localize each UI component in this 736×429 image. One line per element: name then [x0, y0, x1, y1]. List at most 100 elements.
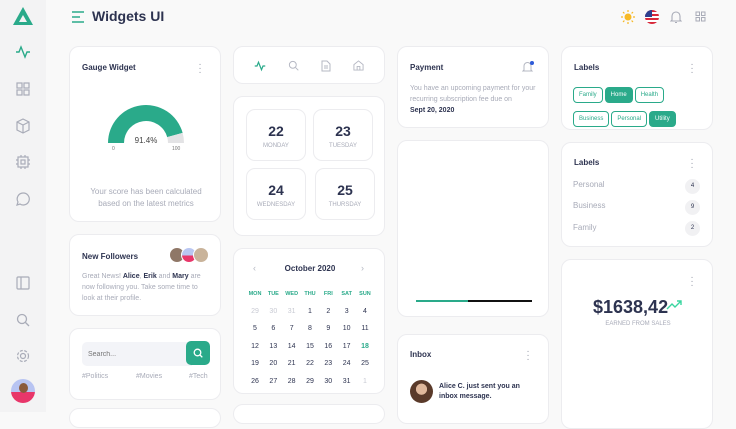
date-card[interactable]: 25 THURSDAY: [315, 168, 375, 220]
calendar-day[interactable]: 8: [308, 325, 312, 333]
followers-widget: New Followers Great News! Alice, Erik an…: [69, 234, 221, 316]
calendar-day[interactable]: 26: [251, 377, 259, 385]
cpu-icon[interactable]: [15, 154, 31, 170]
calendar-day[interactable]: 13: [269, 342, 278, 350]
calendar-day[interactable]: 4: [363, 307, 367, 315]
tag-chip[interactable]: Home: [604, 87, 633, 103]
date-day: 25: [337, 182, 353, 198]
settings-icon[interactable]: [15, 348, 31, 364]
search-icon[interactable]: [15, 312, 31, 328]
calendar-day[interactable]: 22: [306, 360, 314, 368]
inbox-message[interactable]: Alice C. just sent you an inbox message.: [439, 383, 520, 400]
calendar-day[interactable]: 27: [269, 377, 278, 385]
calendar-day[interactable]: 17: [342, 342, 351, 350]
card-bottom: [69, 408, 221, 428]
tag-link[interactable]: #Politics: [82, 373, 109, 380]
tag-link[interactable]: #Movies: [136, 373, 163, 380]
search-tab-icon[interactable]: [288, 60, 299, 71]
calendar-day[interactable]: 31: [342, 377, 351, 385]
calendar-day[interactable]: 6: [271, 325, 276, 333]
apps-icon[interactable]: [695, 11, 706, 22]
calendar-day[interactable]: 29: [306, 377, 314, 385]
tag-link[interactable]: #Tech: [189, 373, 208, 380]
us-flag-icon[interactable]: [645, 10, 659, 24]
calendar-day[interactable]: 12: [251, 342, 259, 350]
calendar-day[interactable]: 10: [342, 325, 351, 333]
calendar-day[interactable]: 2: [326, 307, 331, 315]
calendar-day[interactable]: 14: [287, 342, 296, 350]
calendar-day[interactable]: 1: [363, 377, 367, 385]
menu-icon[interactable]: [71, 10, 85, 24]
sidebar: [0, 0, 46, 412]
weekday-label: MON: [248, 290, 262, 297]
label-item[interactable]: Personal: [573, 180, 605, 189]
date-card[interactable]: 24 WEDNESDAY: [246, 168, 306, 220]
avatar[interactable]: [11, 379, 35, 403]
calendar-day[interactable]: 25: [361, 360, 369, 368]
box-icon[interactable]: [15, 118, 31, 134]
activity-tab-icon[interactable]: [254, 60, 266, 72]
calendar-month: October 2020: [284, 264, 336, 273]
more-icon[interactable]: · · ·: [690, 272, 694, 291]
weekday-label: TUE: [267, 290, 279, 297]
calendar-day[interactable]: 20: [269, 360, 278, 368]
progress-fill: [416, 300, 469, 302]
week-row: 12 13 14 15 16 17 18: [246, 338, 374, 356]
calendar-day[interactable]: 1: [308, 307, 312, 315]
calendar-day[interactable]: 31: [287, 307, 296, 315]
search-button[interactable]: [186, 341, 210, 365]
calendar-day[interactable]: 16: [324, 342, 333, 350]
bell-icon[interactable]: [670, 10, 682, 24]
more-icon[interactable]: · · ·: [690, 154, 694, 173]
gauge-value: 91.4%: [134, 136, 158, 145]
followers-title: New Followers: [82, 252, 139, 261]
calendar-day[interactable]: 18: [361, 342, 369, 350]
weekday-label: WED: [285, 290, 299, 297]
sidebar-icon[interactable]: [15, 275, 31, 291]
date-card[interactable]: 22 MONDAY: [246, 109, 306, 161]
calendar-day[interactable]: 9: [326, 325, 331, 333]
label-item[interactable]: Business: [573, 201, 606, 210]
calendar-day[interactable]: 19: [251, 360, 259, 368]
calendar-day[interactable]: 11: [361, 325, 369, 333]
more-icon[interactable]: · · ·: [198, 59, 202, 78]
prev-month-button[interactable]: ‹: [253, 263, 256, 273]
search-widget: #Politics #Movies #Tech: [69, 328, 221, 400]
tag-chip[interactable]: Utility: [649, 111, 676, 127]
next-month-button[interactable]: ›: [361, 263, 364, 273]
sender-avatar[interactable]: [410, 380, 433, 403]
home-tab-icon[interactable]: [353, 60, 364, 71]
document-tab-icon[interactable]: [321, 60, 331, 72]
search-input[interactable]: [82, 342, 192, 366]
more-icon[interactable]: · · ·: [690, 59, 694, 78]
calendar-day[interactable]: 30: [269, 307, 278, 315]
calendar-day[interactable]: 21: [287, 360, 296, 368]
tag-chip[interactable]: Personal: [611, 111, 648, 127]
progress-widget: [397, 140, 549, 317]
tag-chip[interactable]: Family: [573, 87, 603, 103]
calendar-day[interactable]: 15: [306, 342, 314, 350]
tag-chip[interactable]: Health: [634, 87, 665, 103]
calendar-day[interactable]: 5: [253, 325, 257, 333]
label-item[interactable]: Family: [573, 223, 597, 232]
calendar-day[interactable]: 7: [289, 325, 294, 333]
date-card[interactable]: 23 TUESDAY: [313, 109, 373, 161]
calendar-day[interactable]: 24: [342, 360, 351, 368]
activity-icon[interactable]: [15, 44, 31, 60]
more-icon[interactable]: · · ·: [526, 346, 530, 365]
tag-chip[interactable]: Business: [573, 111, 610, 127]
chat-icon[interactable]: [15, 191, 31, 207]
logo-icon[interactable]: [13, 7, 33, 25]
calendar-day[interactable]: 23: [324, 360, 333, 368]
grid-icon[interactable]: [15, 81, 31, 97]
calendar-day[interactable]: 30: [324, 377, 333, 385]
bell-icon[interactable]: [522, 61, 534, 73]
calendar-day[interactable]: 3: [344, 307, 349, 315]
sales-caption: EARNED FROM SALES: [605, 321, 671, 327]
page-title: Widgets UI: [92, 8, 165, 24]
calendar-day[interactable]: 29: [251, 307, 259, 315]
gauge-max: 100: [172, 146, 181, 152]
follower-avatars[interactable]: [169, 247, 211, 265]
calendar-day[interactable]: 28: [287, 377, 296, 385]
sun-icon[interactable]: [621, 10, 635, 24]
